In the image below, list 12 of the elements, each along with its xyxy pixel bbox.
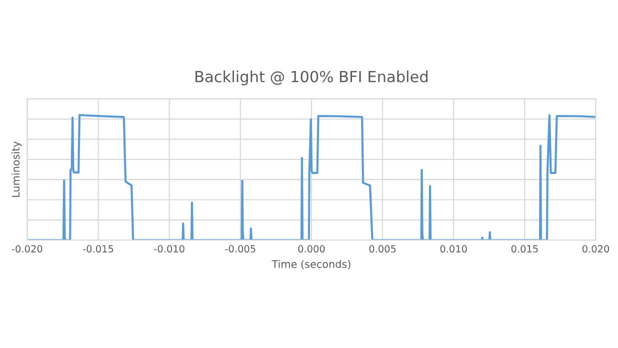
x-tick-label: -0.020: [12, 245, 42, 253]
x-tick-label: 0.015: [511, 245, 538, 253]
x-tick-label: 0.000: [298, 245, 325, 253]
x-tick-label: -0.015: [83, 245, 114, 253]
x-axis-title: Time (seconds): [272, 260, 350, 270]
x-tick-label: -0.010: [154, 245, 184, 253]
x-tick-label: -0.005: [225, 245, 256, 253]
y-axis-title: Luminosity: [12, 141, 22, 197]
x-tick-label: 0.020: [582, 245, 610, 253]
chart-title: Backlight @ 100% BFI Enabled: [196, 70, 428, 86]
x-tick-label: 0.010: [440, 245, 467, 253]
x-tick-label: 0.005: [369, 245, 396, 253]
